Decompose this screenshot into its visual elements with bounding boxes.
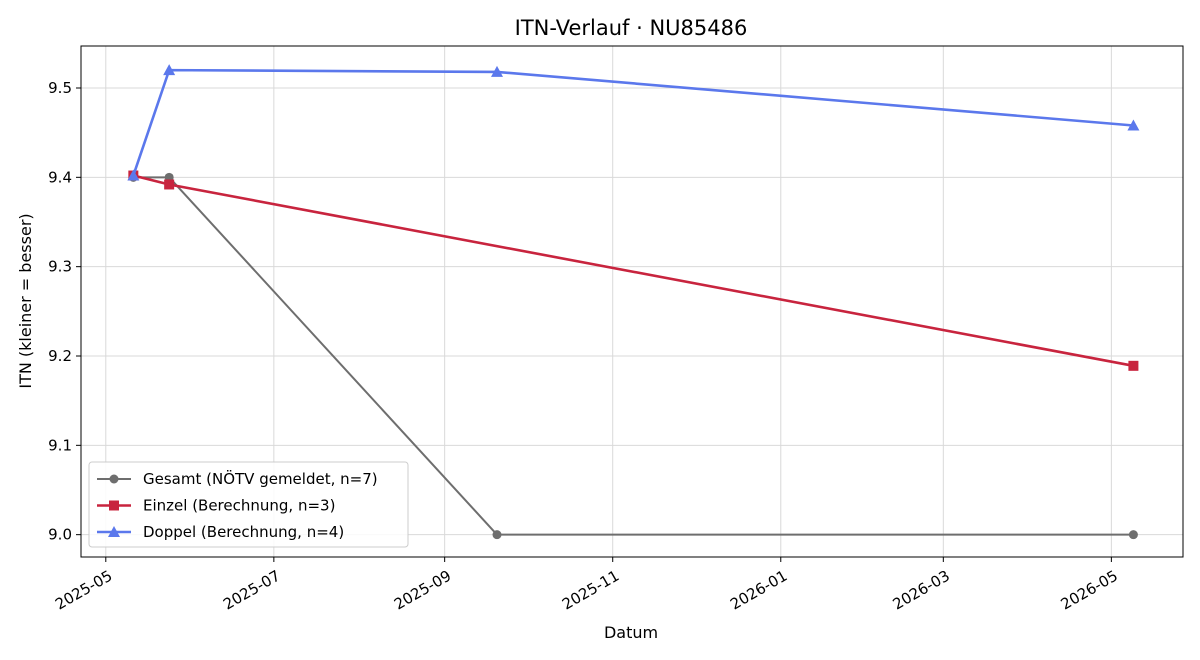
legend-item: Einzel (Berechnung, n=3) <box>97 497 335 515</box>
series-line <box>132 68 1134 176</box>
x-tick-label: 2026-01 <box>727 567 790 614</box>
data-point <box>1127 119 1140 131</box>
legend: Gesamt (NÖTV gemeldet, n=7) Einzel (Berec… <box>88 461 409 548</box>
y-tick-label: 9.2 <box>48 347 72 365</box>
y-axis-label: ITN (kleiner = besser) <box>16 213 35 388</box>
data-point <box>127 169 140 181</box>
series-square <box>128 170 1139 371</box>
chart-title: ITN-Verlauf · NU85486 <box>515 16 748 40</box>
data-point <box>492 530 502 540</box>
y-tick-label: 9.4 <box>48 168 72 186</box>
series-line <box>133 176 1134 536</box>
x-axis-label: Datum <box>604 623 658 642</box>
series-triangle <box>127 64 1140 181</box>
x-tick-label: 2025-05 <box>52 567 115 614</box>
legend-marker <box>109 474 119 484</box>
grid <box>81 46 1183 557</box>
legend-label: Gesamt (NÖTV gemeldet, n=7) <box>143 469 378 488</box>
x-tick-label: 2026-05 <box>1058 567 1121 614</box>
y-tick-label: 9.3 <box>48 258 72 276</box>
y-tick-label: 9.1 <box>48 436 72 454</box>
x-tick-label: 2025-11 <box>559 567 622 614</box>
legend-marker <box>108 526 120 537</box>
data-point <box>164 179 175 190</box>
data-point <box>1128 530 1138 540</box>
legend-item: Gesamt (NÖTV gemeldet, n=7) <box>97 469 378 488</box>
x-tick-label: 2025-09 <box>391 567 454 614</box>
legend-label: Einzel (Berechnung, n=3) <box>143 497 335 515</box>
x-tick-label: 2026-03 <box>890 567 953 614</box>
data-point <box>1128 360 1139 371</box>
legend-marker <box>109 500 119 511</box>
data-point <box>491 65 504 77</box>
x-tick-label: 2025-07 <box>220 567 283 614</box>
legend-item: Doppel (Berechnung, n=4) <box>97 523 344 541</box>
series-line <box>133 174 1134 368</box>
x-axis: 2025-05 2025-07 2025-09 2025-11 2026-01 2026-… <box>52 557 1121 614</box>
series-layer <box>127 64 1140 540</box>
data-point <box>163 64 176 76</box>
y-axis: 9.0 9.1 9.2 9.3 9.4 9.5 <box>48 79 81 544</box>
plot-frame <box>80 45 1184 558</box>
legend-box <box>88 461 409 548</box>
legend-label: Doppel (Berechnung, n=4) <box>143 523 344 541</box>
y-tick-label: 9.0 <box>48 526 72 544</box>
y-tick-label: 9.5 <box>48 79 72 97</box>
